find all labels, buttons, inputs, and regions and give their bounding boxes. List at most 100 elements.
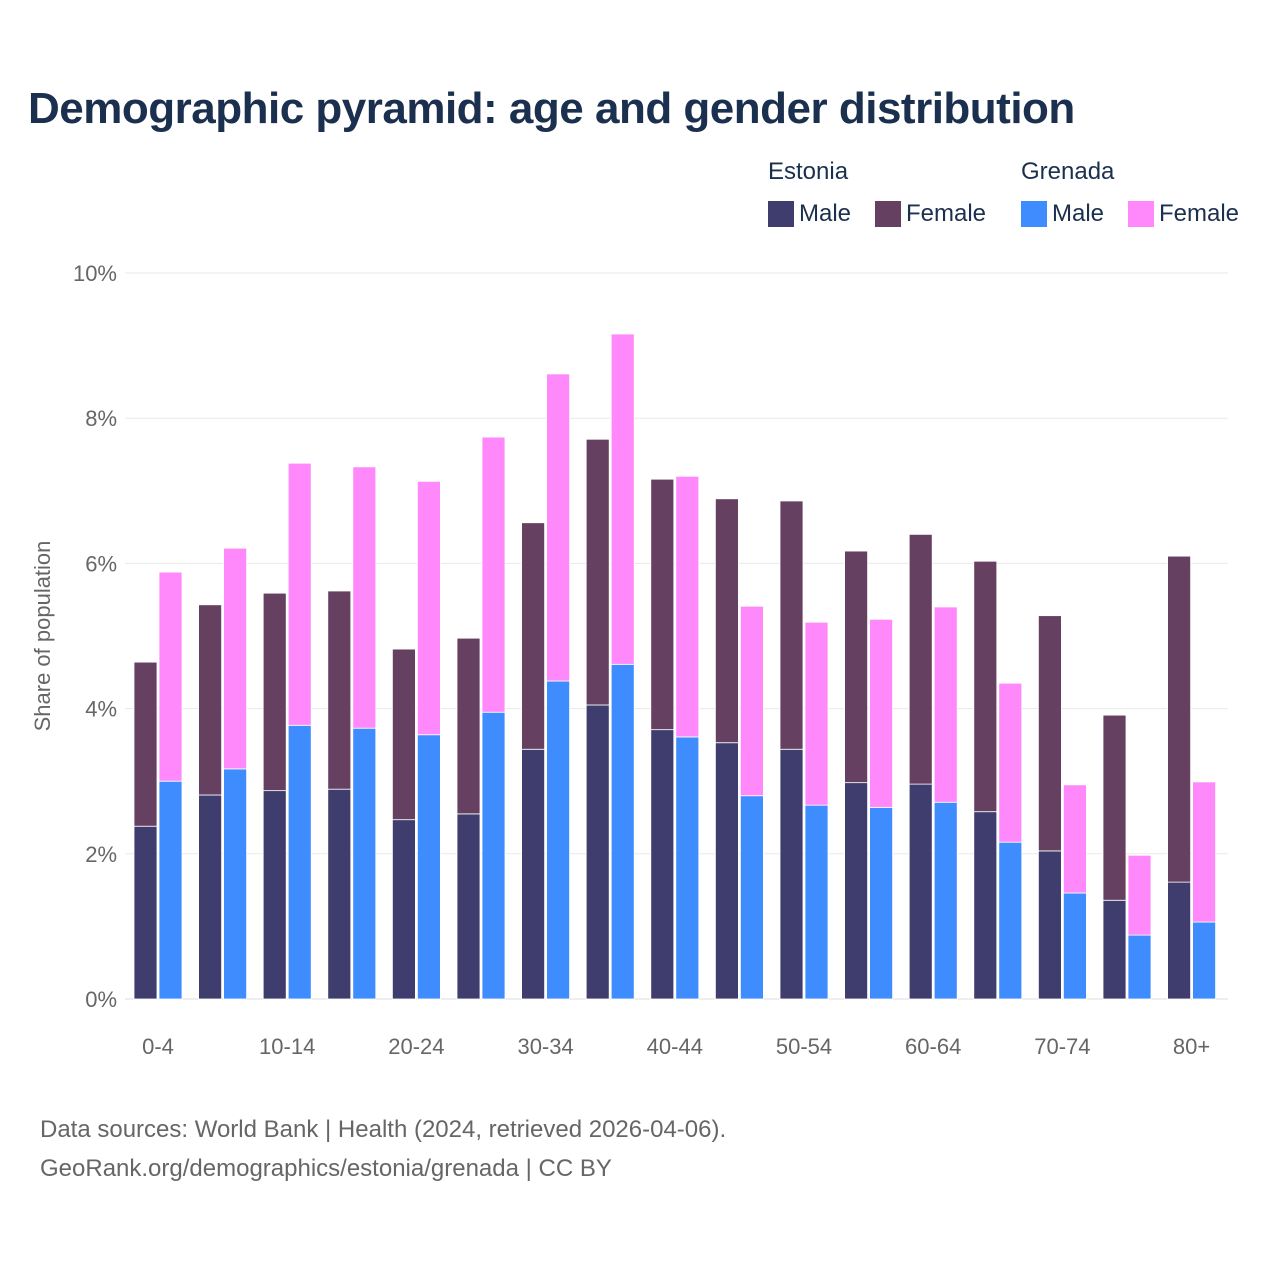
bar-estonia-female-10-14	[262, 592, 287, 792]
bar-grenada-female-60-64	[933, 606, 958, 803]
bar-grenada-male-65-69	[998, 841, 1023, 1000]
bar-estonia-female-80+	[1167, 555, 1191, 883]
bar-grenada-female-35-39	[610, 333, 635, 665]
legend-grenada-male: Male	[1021, 200, 1104, 228]
bar-estonia-male-5-9	[198, 794, 223, 1000]
bar-grenada-female-50-54	[804, 621, 829, 806]
bar-grenada-male-5-9	[223, 768, 248, 1000]
bar-grenada-female-20-24	[416, 480, 441, 736]
bar-estonia-female-45-49	[715, 498, 739, 744]
y-tick-label: 10%	[73, 261, 117, 286]
bar-estonia-female-50-54	[779, 500, 804, 750]
bar-grenada-male-0-4	[158, 780, 183, 1000]
bar-estonia-male-80+	[1167, 881, 1191, 1000]
bar-estonia-male-10-14	[262, 790, 287, 1000]
bar-grenada-female-55-59	[869, 618, 893, 808]
x-tick-label: 20-24	[388, 1034, 444, 1059]
y-axis-label: Share of population	[30, 541, 55, 732]
x-tick-label: 70-74	[1034, 1034, 1090, 1059]
legend-estonia-male: Male	[768, 200, 851, 228]
bar-grenada-female-75-79	[1127, 854, 1152, 936]
bar-grenada-male-20-24	[416, 734, 441, 1000]
legend-label: Female	[906, 200, 987, 227]
bar-estonia-male-55-59	[844, 782, 868, 1000]
y-tick-label: 0%	[85, 987, 117, 1012]
bar-grenada-female-10-14	[287, 462, 312, 726]
bar-estonia-female-55-59	[844, 550, 868, 784]
chart-title: Demographic pyramid: age and gender dist…	[28, 84, 1075, 133]
legend-label: Male	[799, 200, 852, 227]
bar-estonia-male-65-69	[973, 811, 998, 1000]
bar-estonia-male-0-4	[133, 825, 158, 1000]
bar-estonia-male-70-74	[1038, 850, 1062, 1000]
bar-grenada-female-0-4	[158, 571, 183, 782]
bar-grenada-female-80+	[1192, 781, 1216, 923]
bar-estonia-male-35-39	[585, 704, 610, 1000]
source-line-2: GeoRank.org/demographics/estonia/grenada…	[40, 1155, 612, 1182]
bar-grenada-male-10-14	[287, 724, 312, 1000]
bar-grenada-female-25-29	[481, 436, 506, 713]
x-tick-label: 80+	[1173, 1034, 1210, 1059]
y-tick-label: 2%	[85, 842, 117, 867]
bar-estonia-male-60-64	[908, 783, 933, 1000]
y-tick-label: 6%	[85, 551, 117, 576]
bar-grenada-male-60-64	[933, 801, 958, 1000]
bar-estonia-male-25-29	[456, 813, 481, 1000]
bar-grenada-female-15-19	[352, 466, 377, 729]
bar-grenada-male-40-44	[675, 736, 700, 1000]
bar-grenada-female-5-9	[223, 547, 248, 770]
y-tick-label: 8%	[85, 406, 117, 431]
bar-estonia-male-20-24	[391, 819, 416, 1000]
bar-estonia-female-40-44	[650, 478, 675, 731]
x-tick-label: 10-14	[259, 1034, 315, 1059]
legend-swatch	[768, 201, 794, 227]
bar-estonia-female-15-19	[327, 590, 352, 790]
x-tick-label: 0-4	[142, 1034, 174, 1059]
bar-grenada-male-80+	[1192, 921, 1216, 1000]
legend-swatch	[1021, 201, 1047, 227]
bar-grenada-male-50-54	[804, 804, 829, 1000]
bar-grenada-male-25-29	[481, 711, 506, 1000]
bar-estonia-male-15-19	[327, 788, 352, 1000]
bar-estonia-male-30-34	[521, 748, 545, 1000]
x-tick-label: 50-54	[776, 1034, 832, 1059]
bar-estonia-male-75-79	[1102, 899, 1127, 1000]
bar-grenada-female-70-74	[1063, 784, 1087, 894]
x-tick-label: 40-44	[647, 1034, 703, 1059]
bar-grenada-male-30-34	[546, 680, 570, 1000]
bar-estonia-male-45-49	[715, 742, 739, 1000]
x-tick-label: 30-34	[517, 1034, 573, 1059]
bar-estonia-female-30-34	[521, 522, 545, 750]
bar-estonia-female-35-39	[585, 438, 610, 706]
legend-label: Female	[1159, 200, 1240, 227]
bar-grenada-male-75-79	[1127, 934, 1152, 1000]
bar-grenada-female-30-34	[546, 373, 570, 682]
legend-group-grenada: Grenada	[1021, 158, 1115, 185]
bar-grenada-male-35-39	[610, 663, 635, 1000]
bar-estonia-female-65-69	[973, 560, 998, 813]
legend-grenada-female: Female	[1128, 200, 1239, 228]
bar-estonia-female-20-24	[391, 648, 416, 821]
bar-grenada-male-70-74	[1063, 892, 1087, 1000]
x-tick-label: 60-64	[905, 1034, 961, 1059]
legend-group-estonia: Estonia	[768, 158, 849, 185]
bar-grenada-male-15-19	[352, 727, 377, 1000]
bar-estonia-female-0-4	[133, 661, 158, 827]
bar-estonia-male-40-44	[650, 729, 675, 1000]
bar-estonia-female-25-29	[456, 637, 481, 815]
bar-estonia-female-5-9	[198, 604, 223, 796]
legend-estonia-female: Female	[875, 200, 986, 228]
bar-estonia-female-75-79	[1102, 714, 1127, 901]
bar-grenada-female-45-49	[740, 605, 764, 797]
y-tick-label: 4%	[85, 697, 117, 722]
bar-estonia-female-70-74	[1038, 615, 1062, 852]
bar-estonia-female-60-64	[908, 533, 933, 785]
legend-swatch	[875, 201, 901, 227]
bar-grenada-male-45-49	[740, 795, 764, 1000]
bar-grenada-male-55-59	[869, 806, 893, 1000]
legend-label: Male	[1052, 200, 1105, 227]
legend-swatch	[1128, 201, 1154, 227]
bar-grenada-female-40-44	[675, 475, 700, 738]
